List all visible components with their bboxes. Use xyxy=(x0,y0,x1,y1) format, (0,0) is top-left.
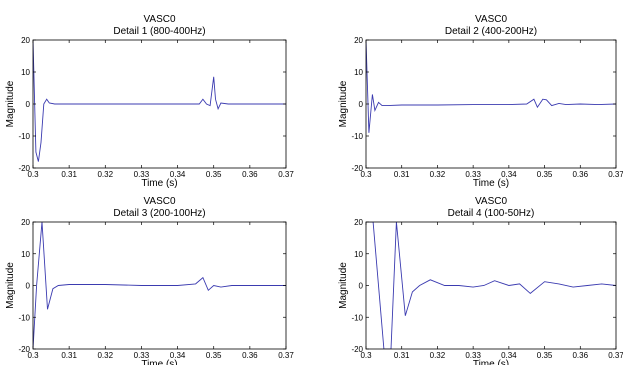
chart4-y-axis-label: Magnitude xyxy=(338,262,349,309)
chart2-title: VASC0 xyxy=(475,14,507,25)
chart2-x-tick-label: 0.35 xyxy=(537,170,553,179)
chart1-x-tick-label: 0.34 xyxy=(170,170,186,179)
chart1-x-tick-label: 0.37 xyxy=(278,170,294,179)
chart1-x-tick-label: 0.33 xyxy=(134,170,150,179)
chart4-x-tick-label: 0.35 xyxy=(537,351,553,360)
chart4-y-tick-label: 10 xyxy=(354,250,363,259)
chart4-x-tick-label: 0.37 xyxy=(608,351,623,360)
chart3-x-axis-label: Time (s) xyxy=(141,359,177,365)
chart1-y-axis-label: Magnitude xyxy=(5,80,16,127)
chart1-x-tick-label: 0.32 xyxy=(97,170,113,179)
chart2-y-tick-label: 10 xyxy=(354,68,363,77)
chart4-x-tick-label: 0.36 xyxy=(572,351,588,360)
chart2-x-tick-label: 0.34 xyxy=(501,170,517,179)
chart3-y-tick-label: -20 xyxy=(18,345,30,354)
chart2-y-tick-label: -20 xyxy=(351,164,363,173)
chart2-subtitle: Detail 2 (400-200Hz) xyxy=(445,26,537,37)
chart4-y-tick-label: -20 xyxy=(351,345,363,354)
chart2-series-line xyxy=(366,40,616,133)
chart4-x-axis-label: Time (s) xyxy=(473,359,509,365)
chart2-x-tick-label: 0.31 xyxy=(394,170,410,179)
chart3-subtitle: Detail 3 (200-100Hz) xyxy=(113,208,205,219)
chart4-x-tick-label: 0.32 xyxy=(430,351,446,360)
chart2-y-axis-label: Magnitude xyxy=(338,80,349,127)
chart2-x-tick-label: 0.37 xyxy=(608,170,623,179)
chart1-subtitle: Detail 1 (800-400Hz) xyxy=(113,26,205,37)
chart3-y-tick-label: 0 xyxy=(26,282,31,291)
chart3-x-tick-label: 0.35 xyxy=(206,351,222,360)
chart2-y-tick-label: 20 xyxy=(354,36,363,45)
chart1-title: VASC0 xyxy=(143,14,175,25)
chart3-x-tick-label: 0.34 xyxy=(170,351,186,360)
chart4-y-tick-label: 20 xyxy=(354,218,363,227)
chart4-title: VASC0 xyxy=(475,196,507,207)
chart1-y-tick-label: -20 xyxy=(18,164,30,173)
chart2-x-tick-label: 0.32 xyxy=(430,170,446,179)
chart3-y-tick-label: -10 xyxy=(18,313,30,322)
chart3-x-tick-label: 0.36 xyxy=(242,351,258,360)
chart4-x-tick-label: 0.31 xyxy=(394,351,410,360)
chart2-x-tick-label: 0.3 xyxy=(360,170,372,179)
chart3-x-tick-label: 0.33 xyxy=(134,351,150,360)
chart2-x-tick-label: 0.33 xyxy=(465,170,481,179)
chart1-x-tick-label: 0.36 xyxy=(242,170,258,179)
chart1-y-tick-label: -10 xyxy=(18,132,30,141)
chart3-title: VASC0 xyxy=(143,196,175,207)
chart4-x-tick-label: 0.3 xyxy=(360,351,372,360)
chart4-plot-frame xyxy=(365,221,617,350)
chart2-y-tick-label: -10 xyxy=(351,132,363,141)
chart1-y-tick-label: 10 xyxy=(21,68,30,77)
chart1-y-tick-label: 20 xyxy=(21,36,30,45)
chart4-y-tick-label: -10 xyxy=(351,313,363,322)
chart1-x-tick-label: 0.3 xyxy=(27,170,39,179)
chart3-y-tick-label: 10 xyxy=(21,250,30,259)
chart1-x-tick-label: 0.35 xyxy=(206,170,222,179)
chart3-y-axis-label: Magnitude xyxy=(5,262,16,309)
chart3-x-tick-label: 0.37 xyxy=(278,351,294,360)
chart3-series-line xyxy=(33,222,286,349)
chart3-y-tick-label: 20 xyxy=(21,218,30,227)
chart4-x-tick-label: 0.34 xyxy=(501,351,517,360)
chart4-subtitle: Detail 4 (100-50Hz) xyxy=(448,208,535,219)
chart1-x-tick-label: 0.31 xyxy=(61,170,77,179)
chart3-x-tick-label: 0.32 xyxy=(97,351,113,360)
chart2-x-axis-label: Time (s) xyxy=(473,178,509,189)
chart1-y-tick-label: 0 xyxy=(26,100,31,109)
chart4-series-line xyxy=(366,222,616,349)
chart3-x-tick-label: 0.3 xyxy=(27,351,39,360)
chart2-x-tick-label: 0.36 xyxy=(572,170,588,179)
chart4-y-tick-label: 0 xyxy=(359,282,364,291)
chart2-y-tick-label: 0 xyxy=(359,100,364,109)
chart4-x-tick-label: 0.33 xyxy=(465,351,481,360)
chart1-series-line xyxy=(33,40,286,162)
chart3-x-tick-label: 0.31 xyxy=(61,351,77,360)
chart1-x-axis-label: Time (s) xyxy=(141,178,177,189)
